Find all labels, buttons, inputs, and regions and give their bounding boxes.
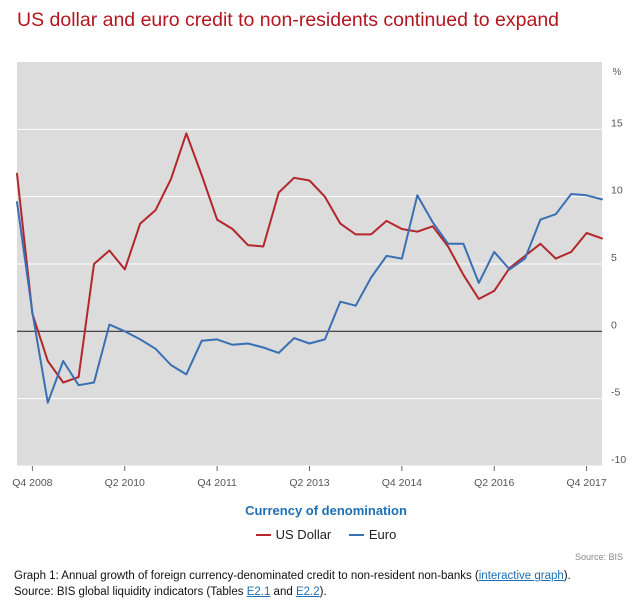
caption-text-1: Graph 1: Annual growth of foreign curren… xyxy=(14,570,479,582)
x-tick-label: Q4 2011 xyxy=(197,477,237,489)
series-lines xyxy=(16,132,603,404)
caption-and: and xyxy=(270,586,296,598)
x-tick-label: Q4 2017 xyxy=(566,477,606,489)
y-tick-label: -10 xyxy=(611,454,626,466)
legend-item-euro: Euro xyxy=(348,527,397,542)
y-tick-label: 15 xyxy=(611,117,623,129)
y-tick-label: 10 xyxy=(611,185,623,197)
y-tick-label: 5 xyxy=(611,252,617,264)
caption-line-1: Graph 1: Annual growth of foreign curren… xyxy=(14,568,571,584)
x-tick-label: Q2 2013 xyxy=(289,477,329,489)
x-tick-label: Q2 2010 xyxy=(105,477,145,489)
y-axis-ticks: 15 10 5 0 -5 -10 xyxy=(611,117,626,466)
legend-label-us-dollar: US Dollar xyxy=(275,527,332,542)
x-tick-label: Q4 2008 xyxy=(12,477,52,489)
y-unit-label: % xyxy=(613,67,622,78)
legend: US Dollar Euro xyxy=(0,527,640,542)
caption-end-2: ). xyxy=(319,586,327,598)
interactive-graph-link[interactable]: interactive graph xyxy=(478,570,564,582)
y-tick-label: 0 xyxy=(611,319,617,331)
table-e21-link[interactable]: E2.1 xyxy=(246,586,271,598)
source-note: Source: BIS xyxy=(574,552,623,562)
series-line-euro xyxy=(16,193,603,404)
figure-caption: Graph 1: Annual growth of foreign curren… xyxy=(14,568,571,600)
legend-item-us-dollar: US Dollar xyxy=(255,527,332,542)
legend-title: Currency of denomination xyxy=(245,503,407,518)
x-axis-ticks: Q4 2008 Q2 2010 Q4 2011 Q2 2013 Q4 2014 Q2 20… xyxy=(12,466,607,489)
line-chart: 15 10 5 0 -5 -10 Q4 2008 Q2 2010 Q4 2011 Q2 2013… xyxy=(12,62,626,489)
table-e22-link[interactable]: E2.2 xyxy=(295,586,320,598)
caption-line-2: Source: BIS global liquidity indicators … xyxy=(14,584,571,600)
caption-end-1: ). xyxy=(563,570,571,582)
legend-swatch-euro xyxy=(348,533,364,536)
chart-title: US dollar and euro credit to non-residen… xyxy=(17,9,560,31)
y-tick-label: -5 xyxy=(611,387,620,399)
series-line-us-dollar xyxy=(16,132,603,384)
x-tick-label: Q4 2014 xyxy=(382,477,422,489)
caption-text-2: Source: BIS global liquidity indicators … xyxy=(14,586,247,598)
legend-swatch-us-dollar xyxy=(255,533,271,536)
x-tick-label: Q2 2016 xyxy=(474,477,514,489)
legend-label-euro: Euro xyxy=(368,527,397,542)
